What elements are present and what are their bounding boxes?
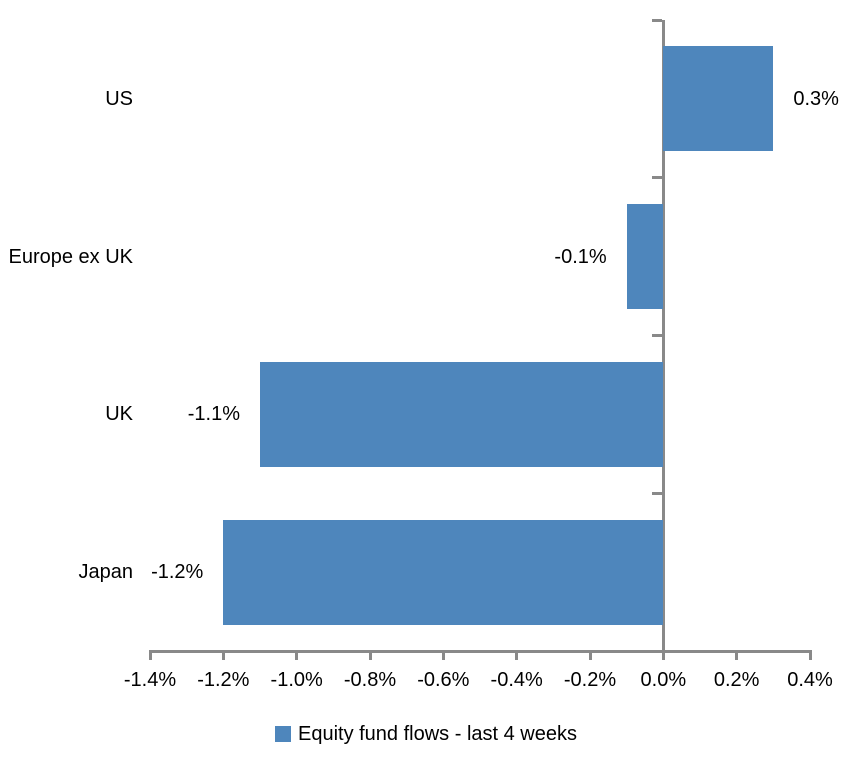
- bar-europe-ex-uk: [626, 204, 664, 310]
- bar-japan: [223, 519, 664, 625]
- bar-value-label: -1.1%: [187, 403, 240, 426]
- x-axis-tick-label: 0.0%: [640, 669, 687, 691]
- bar-value-label: -0.1%: [554, 245, 607, 268]
- bar-value-label: -1.2%: [151, 561, 204, 584]
- category-axis-tick: [651, 18, 662, 22]
- category-axis-line: [661, 20, 665, 654]
- x-axis-tick: [515, 652, 519, 660]
- category-label-uk: UK: [105, 403, 133, 426]
- x-axis-tick: [588, 652, 592, 660]
- category-label-europe-ex-uk: Europe ex UK: [8, 245, 133, 268]
- legend-label: Equity fund flows - last 4 weeks: [297, 723, 577, 745]
- x-axis-tick: [221, 652, 225, 660]
- x-axis-tick-label: 0.4%: [787, 669, 833, 691]
- x-axis-tick: [808, 652, 812, 660]
- x-axis-tick: [661, 652, 665, 660]
- value-axis-line: [148, 649, 812, 653]
- x-axis-tick: [148, 652, 152, 660]
- category-axis-tick: [651, 334, 662, 337]
- x-axis-tick-label: -1.4%: [123, 669, 177, 691]
- bar-value-label: 0.3%: [793, 87, 839, 110]
- category-axis-tick: [651, 491, 662, 495]
- x-axis-tick-label: -0.6%: [417, 669, 470, 691]
- bar-us: [663, 46, 774, 152]
- x-axis-tick-label: -0.4%: [490, 669, 543, 691]
- x-axis-tick: [441, 652, 445, 660]
- x-axis-tick-label: -0.2%: [563, 669, 617, 691]
- x-axis-tick-label: 0.2%: [713, 669, 760, 691]
- legend-swatch-icon: [274, 726, 291, 742]
- bar-uk: [260, 361, 664, 467]
- category-label-japan: Japan: [78, 561, 134, 584]
- x-axis-tick-label: -0.8%: [343, 669, 397, 691]
- x-axis-tick-label: -1.2%: [197, 669, 250, 691]
- x-axis-tick: [735, 652, 739, 660]
- category-axis-tick: [651, 176, 662, 180]
- legend: Equity fund flows - last 4 weeks: [0, 721, 852, 747]
- x-axis-tick-label: -1.0%: [270, 669, 323, 691]
- x-axis-tick: [295, 652, 299, 660]
- category-axis-tick: [651, 649, 662, 653]
- category-label-us: US: [105, 87, 133, 110]
- x-axis-tick: [368, 652, 372, 660]
